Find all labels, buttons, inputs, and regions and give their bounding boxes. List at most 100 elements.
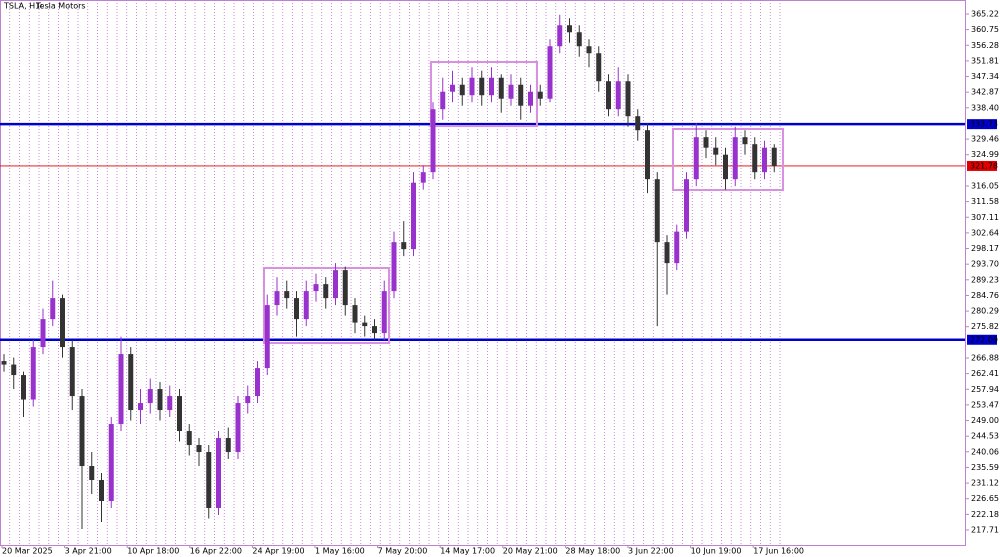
y-tick-label: 298.17 <box>971 244 999 253</box>
y-tick-label: 280.29 <box>971 307 999 316</box>
x-tick-label: 17 Jun 16:00 <box>753 547 804 556</box>
y-tick-label: 284.76 <box>971 291 999 300</box>
y-tick-label: 262.41 <box>971 369 999 378</box>
y-tick-label: 307.11 <box>971 213 999 222</box>
y-tick-label: 293.70 <box>971 260 999 269</box>
level-tag <box>967 119 997 130</box>
candle-body <box>362 322 368 327</box>
y-tick-label: 253.47 <box>971 400 999 409</box>
x-tick-label: 1 May 16:00 <box>315 547 365 556</box>
range-box <box>430 61 538 127</box>
y-tick-label: 231.12 <box>971 479 999 488</box>
candles <box>1 14 777 529</box>
candle-body <box>420 172 426 183</box>
candle-body <box>645 130 650 180</box>
candle-body <box>401 242 407 250</box>
candle-body <box>596 53 602 82</box>
candle-body <box>303 291 309 320</box>
level-tag <box>967 334 997 345</box>
candle-body <box>99 480 104 501</box>
candle-body <box>411 182 416 250</box>
candle-body <box>342 270 348 306</box>
y-tick-label: 235.59 <box>971 463 999 472</box>
candle-body <box>333 270 338 299</box>
candle-body <box>186 431 192 446</box>
candle-body <box>489 77 494 96</box>
y-tick-label: 222.18 <box>971 510 999 519</box>
candle-body <box>313 284 319 292</box>
candle-body <box>684 179 689 232</box>
candle-body <box>264 305 270 369</box>
y-tick-label: 244.53 <box>971 432 999 441</box>
candle-body <box>713 147 719 155</box>
y-tick-label: 311.58 <box>971 197 999 206</box>
candle-body <box>723 154 728 180</box>
axis: 365.22 360.75 356.28 351.81 347.34 342.87 338.… <box>1 9 999 556</box>
candle-body <box>177 396 182 432</box>
y-tick-label: 360.75 <box>971 25 999 34</box>
level-tag <box>967 160 997 171</box>
candle-body <box>576 32 582 47</box>
candle-body <box>693 137 699 180</box>
candle-body <box>118 354 124 425</box>
y-tick-label: 226.65 <box>971 494 999 503</box>
y-tick-label: 347.34 <box>971 72 999 81</box>
y-tick-label: 342.87 <box>971 88 999 97</box>
candle-body <box>294 298 299 320</box>
level-label: 321.78 <box>970 161 998 170</box>
candle-body <box>216 438 221 508</box>
candle-body <box>654 179 660 243</box>
candle-body <box>430 109 436 173</box>
candle-body <box>557 25 563 47</box>
candle-body <box>274 291 280 306</box>
x-tick-label: 10 Apr 18:00 <box>127 547 179 556</box>
candle-body <box>625 81 631 117</box>
candle-body <box>440 91 446 110</box>
x-tick-label: 3 Apr 21:00 <box>65 547 112 556</box>
y-tick-label: 289.23 <box>971 275 999 284</box>
candle-body <box>567 25 572 33</box>
candle-body <box>1 361 7 365</box>
levels <box>0 122 965 342</box>
candle-body <box>196 445 202 453</box>
candle-body <box>469 77 475 96</box>
y-tick-label: 302.64 <box>971 228 999 237</box>
candle-body <box>284 291 290 299</box>
candle-body <box>635 116 641 131</box>
candle-body <box>323 284 329 299</box>
range-box <box>672 128 784 191</box>
x-tick-label: 28 May 18:00 <box>565 547 620 556</box>
candle-body <box>459 84 465 96</box>
candle-body <box>69 347 75 397</box>
y-tick-label: 316.05 <box>971 181 999 190</box>
chart-title: TSLA, H1: <box>3 2 43 11</box>
candle-body <box>30 347 36 400</box>
candle-body <box>518 84 524 106</box>
candle-body <box>547 46 553 99</box>
candle-body <box>128 354 134 411</box>
x-tick-label: 14 May 17:00 <box>440 547 495 556</box>
y-tick-label: 351.81 <box>971 56 999 65</box>
candle-body <box>21 375 26 400</box>
y-tick-label: 356.28 <box>971 41 999 50</box>
candle-body <box>255 368 260 397</box>
candle-body <box>372 326 377 334</box>
candle-body <box>586 46 592 54</box>
candle-body <box>235 403 241 453</box>
candle-body <box>742 137 748 145</box>
y-tick-label: 329.46 <box>971 135 999 144</box>
candle-body <box>674 231 680 264</box>
candle-body <box>615 81 621 110</box>
y-tick-label: 240.06 <box>971 447 999 456</box>
range-box <box>263 267 390 344</box>
x-tick-label: 24 Apr 19:00 <box>252 547 304 556</box>
x-tick-label: 10 Jun 19:00 <box>691 547 742 556</box>
candle-body <box>147 389 153 404</box>
chart-subtitle: Tesla Motors <box>35 2 86 11</box>
candle-body <box>450 84 455 92</box>
x-tick-label: 7 May 20:00 <box>378 547 428 556</box>
y-tick-label: 266.88 <box>971 353 999 362</box>
y-tick-label: 324.99 <box>971 150 999 159</box>
candle-body <box>225 438 231 453</box>
